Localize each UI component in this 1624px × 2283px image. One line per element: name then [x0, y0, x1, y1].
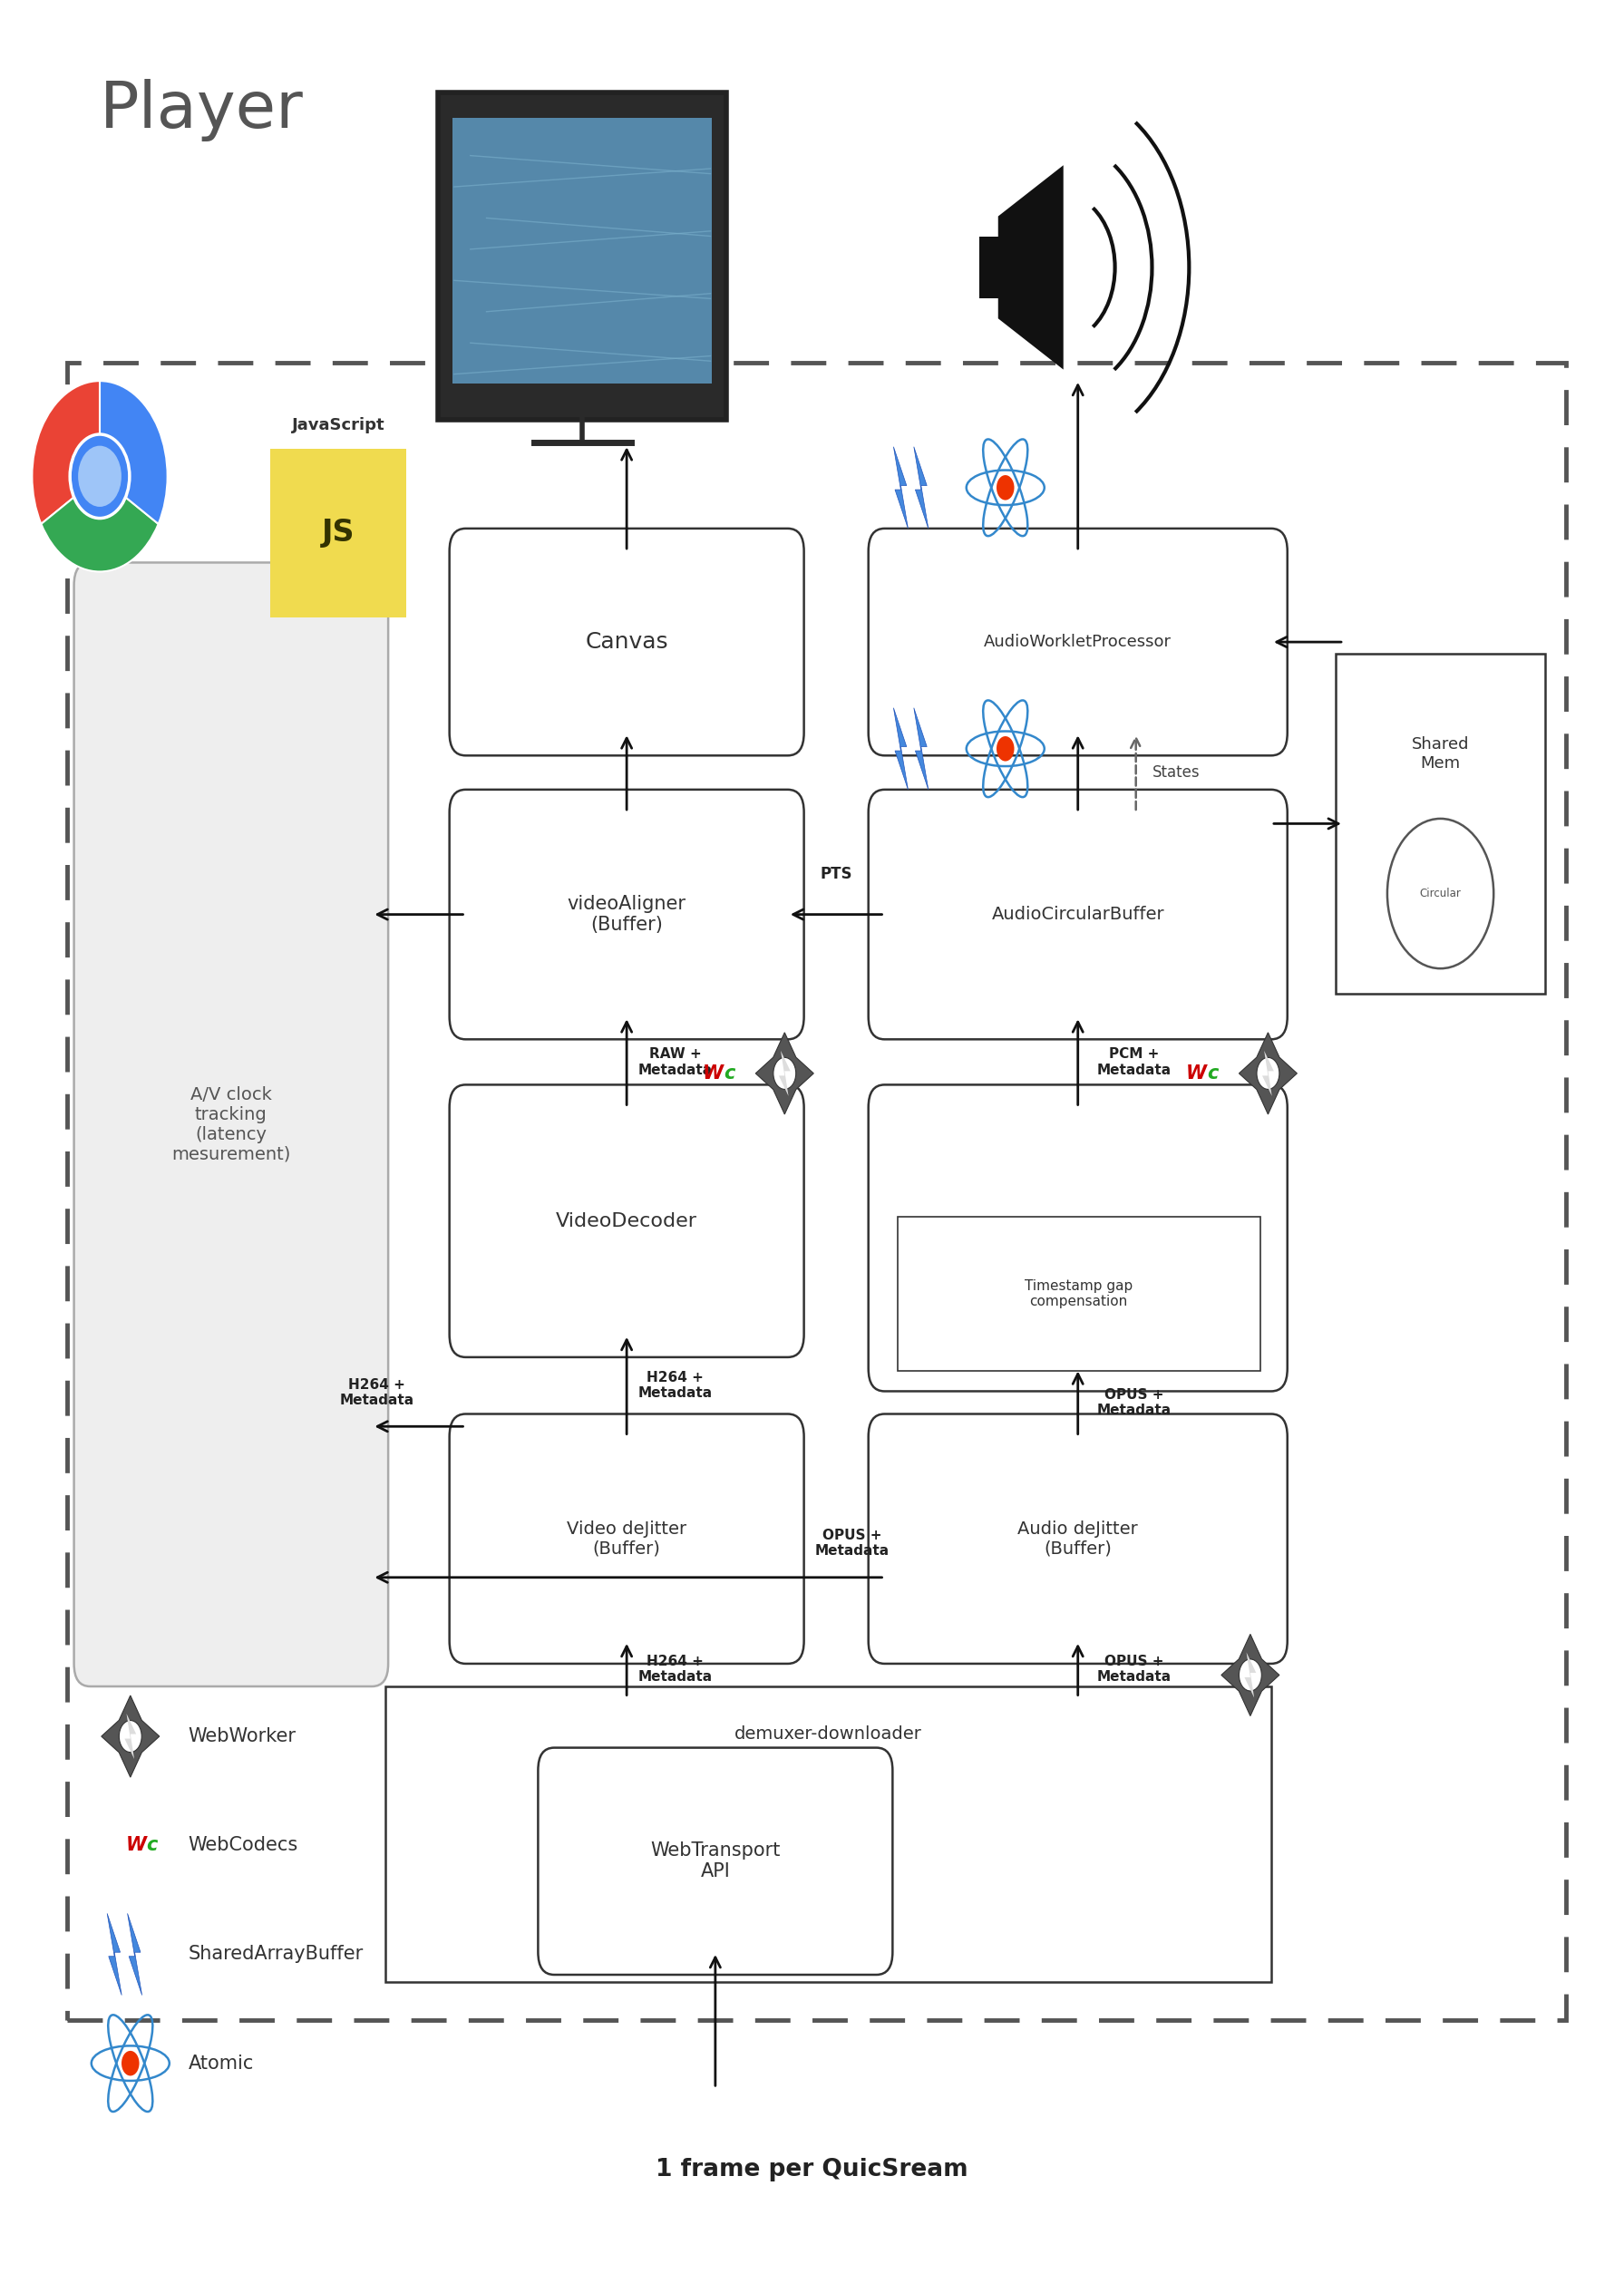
Circle shape	[119, 1721, 141, 1753]
Text: JavaScript: JavaScript	[292, 418, 385, 434]
Circle shape	[1257, 1057, 1280, 1089]
Wedge shape	[99, 381, 167, 525]
Text: H264 +
Metadata: H264 + Metadata	[638, 1655, 713, 1685]
Text: SharedArrayBuffer: SharedArrayBuffer	[188, 1945, 364, 1963]
Polygon shape	[914, 447, 929, 527]
Text: Audio deJitter
(Buffer): Audio deJitter (Buffer)	[1018, 1520, 1138, 1557]
Text: A/V clock
tracking
(latency
mesurement): A/V clock tracking (latency mesurement)	[172, 1087, 291, 1162]
Text: JS: JS	[322, 518, 354, 548]
Circle shape	[997, 735, 1015, 760]
Polygon shape	[979, 237, 999, 299]
Text: AudioDecoder: AudioDecoder	[1007, 1228, 1150, 1247]
Text: Player: Player	[99, 80, 304, 142]
FancyBboxPatch shape	[438, 94, 726, 420]
FancyBboxPatch shape	[869, 527, 1288, 756]
Text: AudioWorkletProcessor: AudioWorkletProcessor	[984, 635, 1173, 651]
FancyBboxPatch shape	[869, 790, 1288, 1039]
Circle shape	[1387, 820, 1494, 968]
Polygon shape	[755, 1032, 814, 1114]
Polygon shape	[101, 1696, 159, 1776]
Text: H264 +
Metadata: H264 + Metadata	[339, 1377, 414, 1406]
Text: c: c	[1207, 1064, 1218, 1082]
FancyBboxPatch shape	[1335, 653, 1544, 993]
Polygon shape	[1244, 1653, 1255, 1699]
Text: demuxer-downloader: demuxer-downloader	[734, 1726, 922, 1742]
Circle shape	[773, 1057, 796, 1089]
Text: WebTransport
API: WebTransport API	[650, 1842, 780, 1881]
Polygon shape	[1262, 1050, 1273, 1096]
FancyBboxPatch shape	[869, 1084, 1288, 1390]
Wedge shape	[32, 381, 99, 525]
Text: W: W	[703, 1064, 723, 1082]
Wedge shape	[41, 477, 159, 571]
Text: videoAligner
(Buffer): videoAligner (Buffer)	[567, 895, 685, 934]
Text: Video deJitter
(Buffer): Video deJitter (Buffer)	[567, 1520, 687, 1557]
Circle shape	[122, 2050, 140, 2075]
Circle shape	[78, 445, 122, 507]
Text: Canvas: Canvas	[585, 630, 667, 653]
Circle shape	[70, 434, 130, 518]
Polygon shape	[780, 1050, 791, 1096]
Text: c: c	[146, 1836, 158, 1854]
Polygon shape	[125, 1715, 136, 1758]
Text: OPUS +
Metadata: OPUS + Metadata	[1098, 1655, 1171, 1685]
Polygon shape	[1221, 1635, 1280, 1717]
Polygon shape	[914, 708, 929, 790]
Polygon shape	[893, 708, 908, 790]
Text: AudioCircularBuffer: AudioCircularBuffer	[992, 906, 1164, 922]
FancyBboxPatch shape	[271, 450, 406, 616]
Text: VideoDecoder: VideoDecoder	[555, 1212, 697, 1231]
FancyBboxPatch shape	[450, 1413, 804, 1664]
Text: Shared
Mem: Shared Mem	[1411, 735, 1470, 772]
Text: W: W	[1186, 1064, 1207, 1082]
Text: WebCodecs: WebCodecs	[188, 1836, 299, 1854]
Text: OPUS +
Metadata: OPUS + Metadata	[1098, 1388, 1171, 1418]
Text: WebWorker: WebWorker	[188, 1728, 296, 1746]
FancyBboxPatch shape	[450, 790, 804, 1039]
FancyBboxPatch shape	[75, 562, 388, 1687]
Text: 1 frame per QuicSream: 1 frame per QuicSream	[656, 2157, 968, 2183]
Polygon shape	[999, 164, 1064, 370]
Text: PCM +
Metadata: PCM + Metadata	[1098, 1048, 1171, 1078]
Text: Timestamp gap
compensation: Timestamp gap compensation	[1025, 1278, 1134, 1308]
FancyBboxPatch shape	[898, 1217, 1260, 1370]
Polygon shape	[127, 1913, 141, 1995]
Circle shape	[997, 475, 1015, 500]
Text: c: c	[723, 1064, 734, 1082]
Polygon shape	[1239, 1032, 1298, 1114]
FancyBboxPatch shape	[450, 1084, 804, 1356]
Polygon shape	[893, 447, 908, 527]
Circle shape	[1239, 1660, 1262, 1692]
Text: States: States	[1153, 765, 1200, 781]
Text: Atomic: Atomic	[188, 2055, 253, 2073]
FancyBboxPatch shape	[869, 1413, 1288, 1664]
Text: RAW +
Metadata: RAW + Metadata	[638, 1048, 713, 1078]
FancyBboxPatch shape	[538, 1749, 893, 1975]
Text: OPUS +
Metadata: OPUS + Metadata	[815, 1530, 890, 1557]
FancyBboxPatch shape	[450, 527, 804, 756]
FancyBboxPatch shape	[385, 1687, 1272, 1982]
FancyBboxPatch shape	[453, 116, 711, 384]
Text: Circular: Circular	[1419, 888, 1462, 900]
Text: W: W	[125, 1836, 146, 1854]
Text: H264 +
Metadata: H264 + Metadata	[638, 1370, 713, 1399]
Text: PTS: PTS	[820, 865, 853, 881]
Polygon shape	[107, 1913, 122, 1995]
